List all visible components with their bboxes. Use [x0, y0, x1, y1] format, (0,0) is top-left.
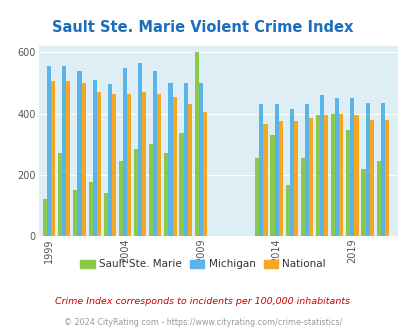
Bar [127, 94, 131, 236]
Bar [187, 104, 191, 236]
Bar [88, 182, 92, 236]
Bar [81, 83, 85, 236]
Bar [315, 115, 319, 236]
Bar [369, 120, 373, 236]
Bar [202, 112, 207, 236]
Bar [138, 63, 142, 236]
Legend: Sault Ste. Marie, Michigan, National: Sault Ste. Marie, Michigan, National [76, 255, 329, 274]
Bar [43, 199, 47, 236]
Bar [274, 104, 278, 236]
Bar [47, 66, 51, 236]
Bar [194, 52, 198, 236]
Bar [164, 153, 168, 236]
Bar [270, 135, 274, 236]
Bar [51, 82, 55, 236]
Bar [149, 144, 153, 236]
Bar [380, 103, 384, 236]
Bar [360, 169, 364, 236]
Bar [285, 185, 289, 236]
Bar [339, 114, 343, 236]
Bar [335, 98, 339, 236]
Bar [157, 94, 161, 236]
Text: Sault Ste. Marie Violent Crime Index: Sault Ste. Marie Violent Crime Index [52, 20, 353, 35]
Bar [308, 118, 312, 236]
Bar [142, 92, 146, 236]
Bar [123, 68, 127, 236]
Bar [103, 193, 107, 236]
Bar [107, 84, 112, 236]
Bar [384, 120, 388, 236]
Bar [183, 83, 187, 236]
Bar [319, 95, 323, 236]
Bar [92, 80, 96, 236]
Bar [345, 130, 350, 236]
Bar [58, 153, 62, 236]
Bar [96, 92, 100, 236]
Bar [364, 103, 369, 236]
Bar [119, 161, 123, 236]
Bar [179, 133, 183, 236]
Bar [172, 97, 176, 236]
Bar [112, 94, 116, 236]
Bar [376, 161, 380, 236]
Bar [77, 71, 81, 236]
Bar [198, 83, 202, 236]
Bar [66, 82, 70, 236]
Bar [255, 158, 259, 236]
Bar [293, 121, 297, 236]
Bar [134, 149, 138, 236]
Bar [350, 98, 354, 236]
Bar [323, 115, 327, 236]
Bar [278, 121, 282, 236]
Bar [304, 104, 308, 236]
Bar [289, 109, 293, 236]
Bar [168, 83, 172, 236]
Text: Crime Index corresponds to incidents per 100,000 inhabitants: Crime Index corresponds to incidents per… [55, 297, 350, 307]
Bar [300, 158, 304, 236]
Text: © 2024 CityRating.com - https://www.cityrating.com/crime-statistics/: © 2024 CityRating.com - https://www.city… [64, 318, 341, 327]
Bar [153, 71, 157, 236]
Bar [62, 66, 66, 236]
Bar [354, 115, 358, 236]
Bar [73, 190, 77, 236]
Bar [330, 114, 335, 236]
Bar [259, 104, 263, 236]
Bar [263, 124, 267, 236]
